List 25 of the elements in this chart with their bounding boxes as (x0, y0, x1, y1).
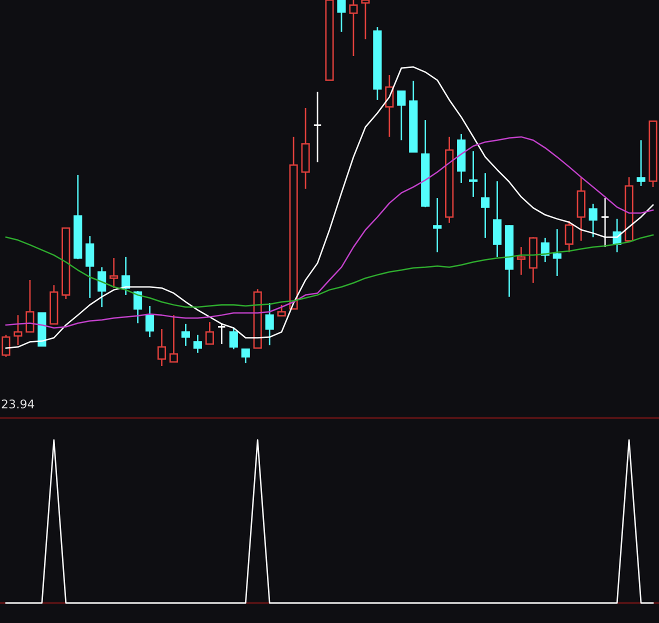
candlestick (301, 107, 310, 190)
text: 23.94 (2, 399, 34, 408)
candlestick (457, 133, 466, 184)
candlestick (86, 235, 94, 299)
candlestick (540, 237, 550, 263)
candlestick (110, 257, 118, 289)
candlestick (265, 302, 274, 346)
candlestick (445, 136, 454, 224)
candlestick (480, 172, 490, 239)
candlestick (385, 74, 394, 138)
candlestick (492, 180, 502, 258)
candlestick (373, 26, 382, 101)
candlestick (516, 246, 526, 276)
candlestick (98, 266, 106, 308)
candlestick (600, 197, 610, 248)
candlestick (14, 314, 22, 346)
candlestick (157, 328, 166, 366)
candlestick (468, 150, 478, 198)
candlestick (145, 305, 154, 338)
candlestick (552, 228, 562, 277)
candlestick (433, 197, 442, 253)
candlestick (588, 203, 598, 238)
candlestick (193, 334, 202, 354)
candlestick (576, 176, 586, 242)
candlestick (181, 323, 190, 347)
